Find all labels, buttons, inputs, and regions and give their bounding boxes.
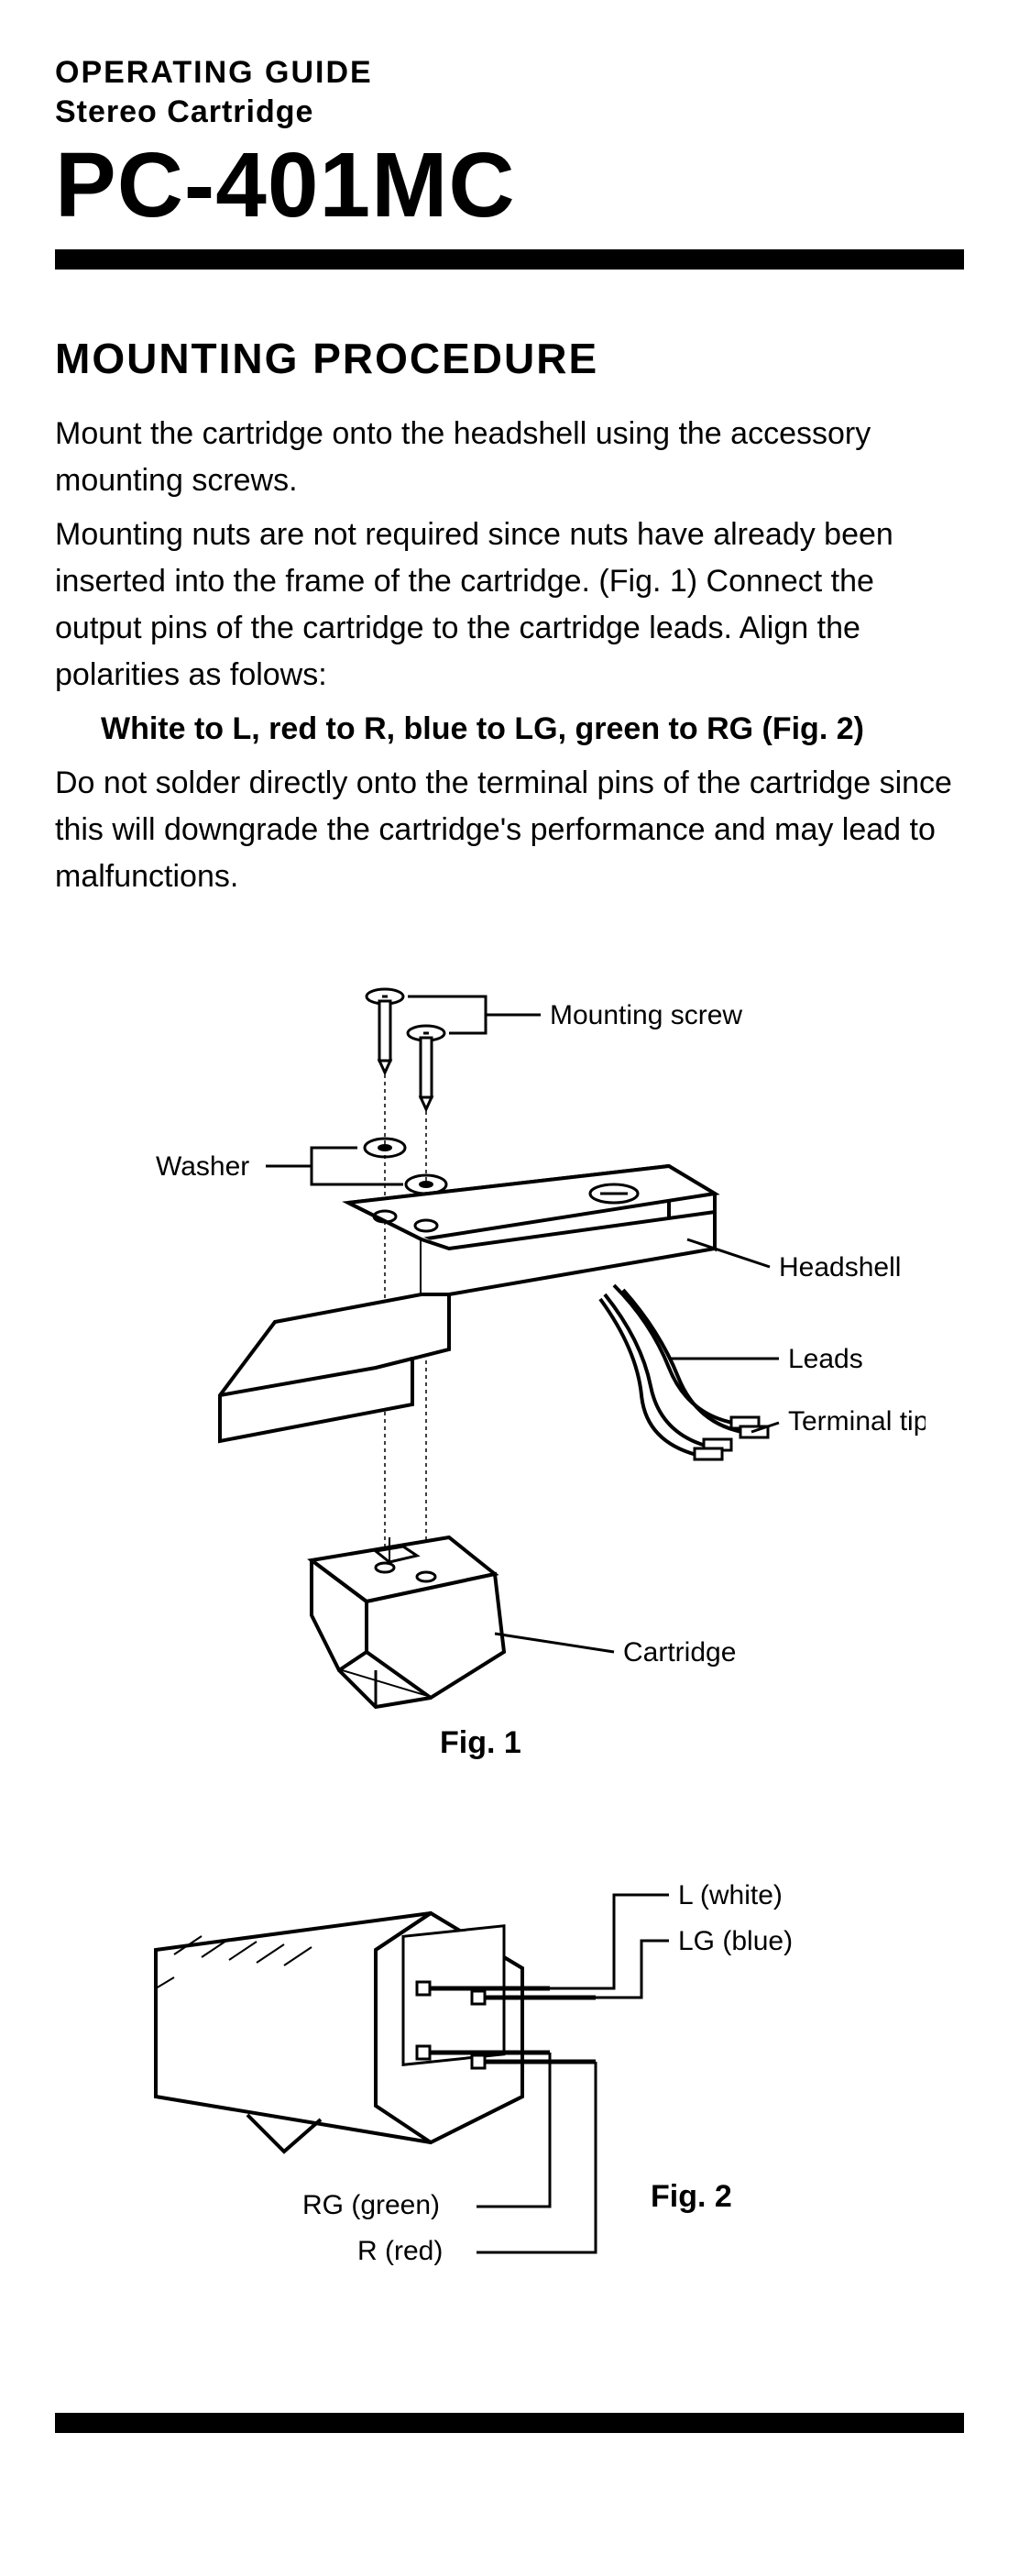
top-rule [55,249,964,270]
callout-cartridge: Cartridge [623,1637,736,1668]
header-line2: Stereo Cartridge [55,94,964,130]
figure-1: Mounting screw Washer [55,974,964,1803]
cartridge-icon [312,1537,504,1707]
fig2-label: Fig. 2 [651,2179,732,2214]
header-line1: OPERATING GUIDE [55,55,964,91]
figure-2: L (white) LG (blue) RG (green) R (red) F… [55,1840,964,2321]
fig1-label: Fig. 1 [440,1725,521,1760]
callout-lg-blue: LG (blue) [678,1926,793,1956]
callout-leads: Leads [788,1344,863,1374]
callout-terminal-tips: Terminal tips [788,1406,926,1437]
callout-washer: Washer [156,1151,249,1182]
callout-r-red: R (red) [357,2236,443,2266]
paragraph-4: Do not solder directly onto the terminal… [55,760,964,900]
section-title: MOUNTING PROCEDURE [55,334,964,383]
cartridge-rear-icon [156,1913,522,2152]
model-number: PC-401MC [55,139,964,231]
callout-l-white: L (white) [678,1880,783,1910]
callout-headshell: Headshell [779,1252,901,1282]
callout-mounting-screw: Mounting screw [550,1000,742,1030]
leads-icon [600,1285,768,1459]
paragraph-2: Mounting nuts are not required since nut… [55,512,964,699]
bottom-rule [55,2413,964,2433]
callout-rg-green: RG (green) [302,2190,440,2220]
paragraph-1: Mount the cartridge onto the headshell u… [55,411,964,504]
mounting-screw-icon [367,989,444,1109]
paragraph-3-bold: White to L, red to R, blue to LG, green … [55,706,964,753]
